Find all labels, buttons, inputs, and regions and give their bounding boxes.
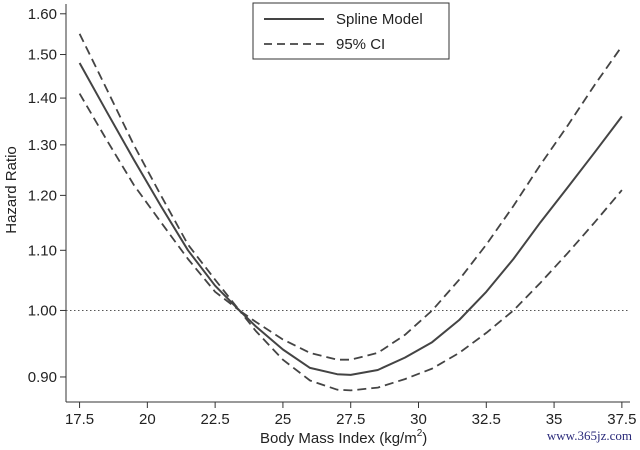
- x-tick-label: 35: [546, 411, 563, 428]
- x-axis-title-sup: 2: [417, 428, 423, 439]
- y-tick-label: 1.00: [28, 302, 57, 319]
- x-tick-label: 22.5: [201, 411, 230, 428]
- legend-label-ci: 95% CI: [336, 36, 385, 53]
- axes: 0.90 1.00 1.10 1.20 1.30 1.40 1.50 1.60 17.5 20 22…: [28, 4, 636, 428]
- series-line-ci-upper: [78, 33, 623, 361]
- y-tick-label: 1.40: [28, 90, 57, 107]
- x-tick-label: 27.5: [336, 411, 365, 428]
- y-axis-title: Hazard Ratio: [3, 146, 20, 234]
- series-line-spline: [78, 62, 623, 376]
- y-tick-label: 1.50: [28, 47, 57, 64]
- y-tick-label: 1.60: [28, 6, 57, 23]
- y-tick-label: 1.20: [28, 187, 57, 204]
- y-tick-label: 0.90: [28, 369, 57, 386]
- x-tick-label: 30: [410, 411, 427, 428]
- y-tick-label: 1.30: [28, 137, 57, 154]
- legend: Spline Model 95% CI: [252, 2, 450, 60]
- x-tick-label: 32.5: [472, 411, 501, 428]
- x-tick-label: 37.5: [607, 411, 636, 428]
- x-axis-title-tail: ): [422, 430, 427, 447]
- x-axis-title-main: Body Mass Index (kg/m: [260, 430, 417, 447]
- legend-label-spline: Spline Model: [336, 11, 423, 28]
- y-tick-label: 1.10: [28, 242, 57, 259]
- series-group: [78, 33, 623, 392]
- series-line-ci-lower: [78, 93, 623, 392]
- x-tick-label: 17.5: [65, 411, 94, 428]
- x-axis-title: Body Mass Index (kg/m2): [260, 428, 427, 447]
- legend-box: [252, 2, 450, 60]
- x-tick-label: 25: [275, 411, 292, 428]
- x-tick-label: 20: [139, 411, 156, 428]
- watermark: www.365jz.com: [547, 428, 632, 443]
